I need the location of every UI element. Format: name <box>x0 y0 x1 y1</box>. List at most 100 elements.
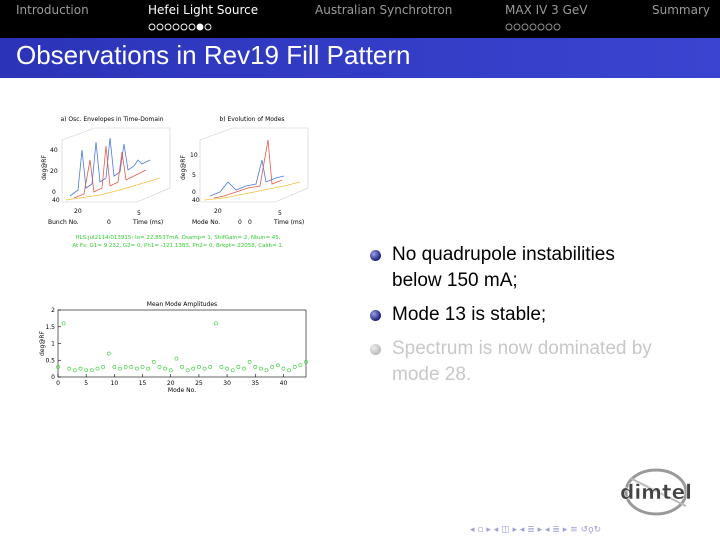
y-axis-label: deg@RF <box>39 330 46 355</box>
point <box>129 365 134 369</box>
nav-dot <box>513 23 521 31</box>
point <box>61 321 66 326</box>
info-line: At Fs: G1= 9.232, G2= 0, Ph1= -121.1383,… <box>72 243 284 249</box>
axes-box <box>199 127 309 203</box>
waterfall <box>213 139 283 199</box>
tick-label: 0 <box>192 189 196 196</box>
y-tick-label: 0.5 <box>45 357 55 364</box>
tick-label: 0 <box>107 219 111 226</box>
bullet: Spectrum is now dominated by mode 28. <box>368 336 668 388</box>
point <box>242 366 246 371</box>
point <box>56 365 60 369</box>
y-tick-label: 2 <box>51 307 55 314</box>
waterfall <box>69 137 151 197</box>
nav-item[interactable]: MAX IV 3 GeV <box>505 3 588 17</box>
x-tick-label: 0 <box>56 380 60 387</box>
tick-label: 40 <box>52 197 60 204</box>
panel-title: b) Evolution of Modes <box>219 116 284 123</box>
nav-dot <box>204 23 212 31</box>
nav-dot <box>529 23 537 31</box>
bullet: No quadrupole instabilities below 150 mA… <box>368 242 668 294</box>
tick-label: 0 <box>52 189 56 196</box>
point <box>157 365 162 369</box>
point <box>89 368 94 373</box>
point <box>112 365 117 369</box>
nav-dot <box>505 23 513 31</box>
x-tick-label: 10 <box>111 380 119 387</box>
nav-dot <box>148 23 156 31</box>
tick-label: 5 <box>192 172 196 179</box>
point <box>101 365 105 369</box>
bullet-list: No quadrupole instabilities below 150 mA… <box>368 242 668 396</box>
x-tick-label: 40 <box>280 380 288 387</box>
tick-label: 10 <box>190 152 198 159</box>
axis-label: deg@RF <box>41 155 48 180</box>
panel-a: a) Osc. Envelopes in Time-Domain deg@RF … <box>41 116 171 226</box>
nav-dot <box>537 23 545 31</box>
nav-symbols: ◂ ▫ ▸ ◂ ◫ ▸ ◂ ≣ ▸ ◂ ≣ ▸ ≡ ↺ϙ↻ <box>470 525 601 535</box>
point <box>287 368 291 373</box>
x-tick-label: 5 <box>84 380 88 387</box>
nav-dot <box>521 23 529 31</box>
point <box>191 366 196 371</box>
x-tick-label: 30 <box>223 380 231 387</box>
title-bar <box>0 38 720 78</box>
bullet: Mode 13 is stable; <box>368 302 668 328</box>
slide-title: Observations in Rev19 Fill Pattern <box>16 40 411 70</box>
point <box>236 365 241 369</box>
tick-label: 40 <box>192 197 200 204</box>
point <box>298 363 303 368</box>
point <box>292 365 297 369</box>
svg-text:◂ ▫ ▸ ◂ ◫ ▸ ◂ ≣ ▸ ◂ ≣ ▸ ≡: ◂ ▫ ▸ ◂ ◫ ▸ ◂ ≣ ▸ ◂ ≣ ▸ ≡ ↺ϙ↻ <box>470 525 601 535</box>
nav-dot <box>164 23 172 31</box>
panel-b: b) Evolution of Modes deg@RF 10 5 0 40 2… <box>180 116 309 226</box>
x-tick-label: 35 <box>251 380 259 387</box>
axis-label: Bunch No. <box>48 219 79 226</box>
point <box>213 321 218 326</box>
tick-label: 5 <box>137 210 141 217</box>
point <box>163 366 167 371</box>
axis-label: deg@RF <box>180 155 187 180</box>
x-tick-label: 20 <box>167 380 175 387</box>
point <box>67 366 72 371</box>
point <box>118 366 122 371</box>
tick-label: 40 <box>50 147 58 154</box>
point <box>174 356 179 361</box>
nav-item[interactable]: Introduction <box>16 3 89 17</box>
tick-label: 5 <box>278 210 282 217</box>
nav-item[interactable]: Australian Synchrotron <box>315 3 452 17</box>
point <box>73 368 77 373</box>
point <box>180 365 184 369</box>
axes-box <box>61 127 171 203</box>
axis-label: Time (ms) <box>132 219 163 226</box>
y-tick-label: 1.5 <box>45 324 55 331</box>
point <box>230 368 235 373</box>
point <box>259 366 263 371</box>
nav-item[interactable]: Hefei Light Source <box>148 3 258 17</box>
point <box>275 363 280 368</box>
nav-dot <box>545 23 553 31</box>
tick-label: 20 <box>50 168 58 175</box>
x-tick-label: 15 <box>139 380 147 387</box>
point <box>185 368 190 373</box>
nav-dot <box>156 23 164 31</box>
panel-title: a) Osc. Envelopes in Time-Domain <box>60 116 163 123</box>
nav-item[interactable]: Summary <box>652 3 710 17</box>
axis-label: Time (ms) <box>273 219 304 226</box>
logo: dimtel <box>620 468 692 516</box>
x-tick-label: 25 <box>195 380 203 387</box>
nav-dot <box>188 23 196 31</box>
point <box>197 365 201 369</box>
tick-label: 0 <box>238 219 242 226</box>
waterfall <box>65 177 161 201</box>
point <box>123 365 128 369</box>
point <box>135 366 139 371</box>
info-line: HLS:jul2114/013915: Io= 22.8537mA, Dsamp… <box>75 235 280 241</box>
nav-dot <box>180 23 188 31</box>
axis-label: Mode No. <box>192 219 220 226</box>
point <box>281 366 286 371</box>
point <box>219 365 224 369</box>
logo-text: dimtel <box>620 480 692 504</box>
plot-frame <box>57 309 307 378</box>
